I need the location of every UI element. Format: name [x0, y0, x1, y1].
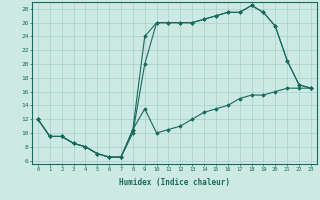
X-axis label: Humidex (Indice chaleur): Humidex (Indice chaleur) [119, 178, 230, 187]
